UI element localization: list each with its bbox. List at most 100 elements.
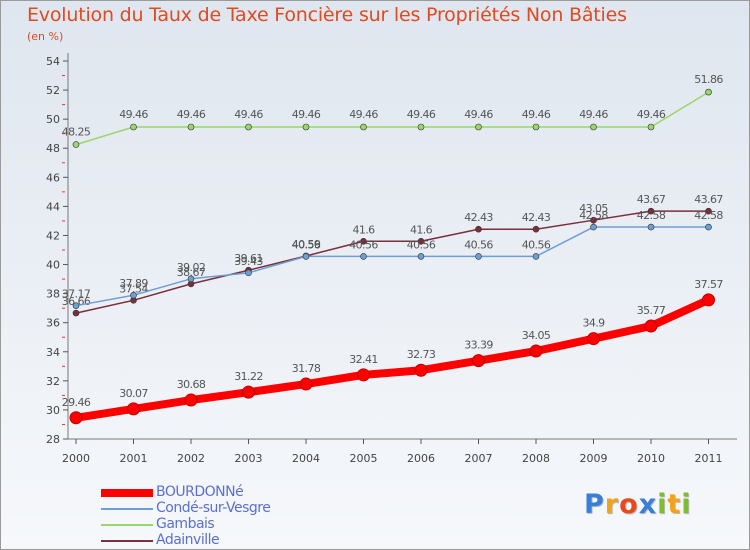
data-point: [245, 269, 252, 277]
data-point: [357, 368, 370, 382]
data-point: [590, 223, 597, 231]
data-point: [72, 309, 80, 317]
data-point: [705, 223, 712, 231]
legend-swatch: [101, 489, 153, 497]
data-point: [414, 363, 428, 377]
y-tick-label: 48: [46, 142, 60, 155]
data-label: 40.56: [292, 238, 321, 251]
data-label: 38.67: [177, 266, 206, 279]
legend-label: Adainville: [156, 532, 220, 548]
y-tick-label: 54: [46, 55, 60, 68]
data-point: [187, 123, 195, 131]
y-tick-label: 36: [46, 317, 60, 330]
y-tick-label: 34: [46, 346, 60, 359]
x-tick-label: 2005: [350, 452, 378, 465]
data-label: 37.89: [119, 277, 148, 290]
data-label: 49.46: [522, 108, 551, 121]
data-label: 42.58: [579, 209, 608, 222]
data-label: 37.57: [694, 278, 723, 291]
data-label: 40.56: [522, 238, 551, 251]
data-label: 35.77: [637, 304, 666, 317]
data-label: 49.46: [234, 108, 263, 121]
logo-letter: i: [681, 489, 692, 520]
data-label: 40.56: [349, 238, 378, 251]
x-tick-label: 2010: [637, 452, 665, 465]
chart-subtitle: (en %): [27, 30, 64, 43]
data-point: [532, 123, 540, 131]
series-line: [72, 295, 713, 422]
data-label: 32.73: [407, 348, 436, 361]
legend-swatch: [101, 540, 153, 542]
data-point: [532, 225, 540, 233]
data-point: [72, 141, 80, 148]
data-point: [475, 123, 482, 131]
data-label: 41.6: [352, 223, 375, 236]
data-label: 42.58: [694, 209, 723, 222]
data-label: 33.39: [464, 339, 493, 352]
data-point: [242, 385, 255, 399]
data-point: [127, 402, 140, 416]
data-label: 31.78: [292, 362, 321, 375]
data-point: [184, 393, 198, 407]
data-label: 39.43: [234, 255, 263, 268]
data-point: [302, 253, 310, 260]
proxiti-logo: Proxiti: [584, 489, 692, 520]
logo-letter: P: [584, 489, 605, 520]
series-bourdonn-: 29.46 30.07 30.68 31.22 31.78 32.41 32.73 33.39…: [62, 278, 724, 425]
series-line: [75, 210, 710, 314]
data-point: [417, 253, 425, 260]
data-label: 49.46: [637, 108, 666, 121]
legend-label: Condé-sur-Vesgre: [156, 500, 271, 516]
data-point: [360, 237, 367, 245]
data-label: 43.67: [694, 193, 723, 206]
x-tick-label: 2011: [695, 452, 723, 465]
y-tick-label: 30: [46, 404, 60, 417]
data-point: [130, 123, 137, 131]
chart-title: Evolution du Taux de Taxe Foncière sur l…: [27, 4, 627, 26]
logo-letter: x: [638, 489, 658, 520]
data-label: 32.41: [349, 353, 378, 366]
data-label: 49.46: [177, 108, 206, 121]
data-point: [702, 293, 715, 307]
data-label: 30.07: [119, 387, 148, 400]
data-point: [529, 344, 543, 358]
data-point: [590, 216, 597, 224]
logo-letter: r: [604, 489, 620, 520]
data-label: 39.02: [177, 261, 206, 274]
x-tick-label: 2003: [235, 452, 263, 465]
y-tick-label: 46: [46, 171, 60, 184]
data-label: 51.86: [694, 73, 723, 86]
data-label: 34.9: [582, 317, 605, 330]
y-tick-label: 44: [46, 200, 60, 213]
data-label: 49.46: [119, 108, 148, 121]
data-point: [417, 123, 425, 131]
data-label: 49.46: [407, 108, 436, 121]
data-point: [187, 275, 195, 283]
data-label: 42.43: [464, 211, 493, 224]
data-point: [705, 88, 712, 96]
data-label: 41.6: [410, 223, 433, 236]
legend-swatch: [101, 524, 153, 526]
x-tick-label: 2001: [120, 452, 148, 465]
y-tick-label: 42: [46, 229, 60, 242]
data-label: 42.43: [522, 211, 551, 224]
data-point: [647, 123, 655, 131]
series-line: [75, 226, 710, 307]
data-label: 42.58: [637, 209, 666, 222]
series-line: [75, 91, 710, 146]
y-tick-label: 32: [46, 375, 60, 388]
data-label: 40.56: [407, 238, 436, 251]
data-label: 34.05: [522, 329, 551, 342]
data-point: [472, 354, 485, 368]
x-tick-label: 2000: [62, 452, 90, 465]
data-point: [72, 302, 80, 309]
data-label: 49.46: [349, 108, 378, 121]
data-label: 29.46: [62, 396, 91, 409]
data-point: [475, 253, 482, 260]
data-label: 43.05: [579, 202, 608, 215]
data-label: 40.59: [292, 238, 321, 251]
data-point: [69, 411, 83, 425]
